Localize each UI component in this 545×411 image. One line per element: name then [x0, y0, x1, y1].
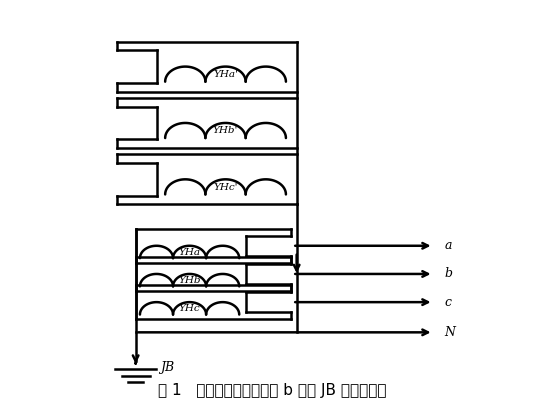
- Text: YHa: YHa: [179, 248, 201, 257]
- Text: c: c: [444, 296, 451, 309]
- Text: a: a: [444, 239, 452, 252]
- Text: YHb': YHb': [213, 126, 238, 135]
- Text: 图 1   电压互感器二次通过 b 相及 JB 接地原理图: 图 1 电压互感器二次通过 b 相及 JB 接地原理图: [158, 383, 387, 398]
- Text: YHc': YHc': [213, 182, 238, 192]
- Text: b: b: [444, 268, 452, 280]
- Text: JB: JB: [160, 361, 174, 374]
- Text: N: N: [444, 326, 455, 339]
- Text: YHa': YHa': [213, 70, 238, 79]
- Text: YHb: YHb: [178, 276, 201, 285]
- Text: YHc: YHc: [179, 304, 201, 313]
